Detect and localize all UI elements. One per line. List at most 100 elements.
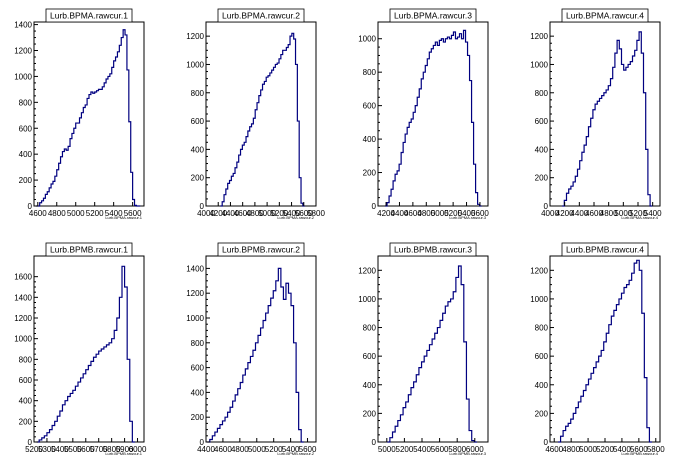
y-tick-label: 1000: [186, 314, 204, 323]
x-tick-label: 5200: [629, 209, 647, 218]
y-tick-label: 600: [535, 352, 549, 361]
x-tick-label: 5000: [248, 445, 266, 454]
y-tick-label: 200: [19, 417, 33, 426]
x-tick-label: 4200: [556, 209, 574, 218]
x-tick-label: 4000: [197, 209, 215, 218]
histogram-series-line: [220, 32, 305, 207]
x-tick-label: 5400: [283, 209, 301, 218]
y-tick-label: 800: [363, 68, 377, 77]
y-tick-label: 1400: [186, 264, 204, 273]
y-tick-label: 1200: [186, 32, 204, 41]
x-tick-label: 5200: [86, 209, 104, 218]
x-tick-label: 5200: [265, 445, 283, 454]
x-tick-label: 5500: [64, 445, 82, 454]
x-tick-label: 5200: [444, 209, 462, 218]
y-tick-label: 600: [19, 124, 33, 133]
histogram-series-line: [387, 265, 477, 443]
histogram-series-line: [35, 29, 141, 207]
x-tick-label: 5000: [378, 445, 396, 454]
x-axis-label: Lurb.BPMA.rawcur.3: [449, 215, 486, 220]
y-tick-label: 200: [191, 174, 205, 183]
histogram-panel-3: 0 200 400 600 800 1000 42004400460048005000520…: [358, 8, 489, 220]
x-tick-label: 5600: [77, 445, 95, 454]
histogram-panel-6: 0 200 400 600 800 1000 1200 1400 4400 4600 4800 500…: [186, 242, 317, 456]
histogram-panel-1: 0 200 400 600 800 1000 1200 1400 4600 4800 5000 520…: [14, 8, 145, 220]
y-tick-label: 200: [19, 176, 33, 185]
x-tick-label: 4600: [214, 445, 232, 454]
y-tick-label: 800: [363, 324, 377, 333]
chart-title: Lurb.BPMA.rawcur.2: [222, 11, 300, 21]
histogram-series-line: [385, 29, 482, 207]
x-tick-label: 5200: [270, 209, 288, 218]
title-box: [45, 8, 133, 23]
plot-frame: [205, 21, 317, 207]
histogram-panel-5: 0 200 400 600 800 1000 1200 1400 1600 52005300540…: [14, 242, 147, 456]
x-tick-label: 5700: [90, 445, 108, 454]
histogram-panel-7: 0 200 400 600 800 1000 1200 5000 5200 5400 5600 580…: [358, 242, 489, 456]
x-tick-label: 5800: [448, 445, 466, 454]
y-tick-label: 600: [191, 364, 205, 373]
y-tick-label: 1400: [14, 293, 32, 302]
histogram-series-line: [562, 31, 653, 207]
x-tick-label: 5400: [51, 445, 69, 454]
x-tick-label: 5200: [396, 445, 414, 454]
title-box: [217, 242, 305, 257]
x-tick-label: 5400: [282, 445, 300, 454]
y-tick-label: 0: [372, 202, 377, 211]
chart-title: Lurb.BPMA.rawcur.1: [50, 11, 128, 21]
plot-frame: [549, 21, 661, 207]
x-tick-label: 6000: [466, 445, 484, 454]
plot-frame: [377, 255, 489, 443]
plot-frame: [205, 255, 317, 443]
y-tick-label: 1000: [186, 60, 204, 69]
x-tick-label: 5600: [471, 209, 489, 218]
x-tick-label: 5800: [647, 445, 665, 454]
y-tick-label: 1000: [14, 72, 32, 81]
x-axis-label: Lurb.BPMB.rawcur.2: [277, 451, 314, 456]
y-tick-label: 1400: [14, 21, 32, 30]
chart-title: Lurb.BPMB.rawcur.4: [566, 245, 644, 255]
x-tick-label: 4200: [209, 209, 227, 218]
x-tick-label: 4600: [404, 209, 422, 218]
histogram-panel-8: 0 200 400 600 800 1000 1200 4600 4800 5000 5200 540…: [530, 242, 665, 456]
y-tick-label: 600: [363, 102, 377, 111]
x-tick-label: 5000: [431, 209, 449, 218]
title-box: [217, 8, 305, 23]
y-tick-label: 1000: [530, 60, 548, 69]
x-tick-label: 5200: [25, 445, 43, 454]
x-tick-label: 5400: [644, 209, 662, 218]
x-tick-label: 4800: [231, 445, 249, 454]
x-tick-label: 5000: [614, 209, 632, 218]
x-tick-label: 4200: [377, 209, 395, 218]
histogram-series-line: [558, 259, 652, 443]
y-tick-label: 1000: [14, 335, 32, 344]
chart-title: Lurb.BPMA.rawcur.4: [566, 11, 644, 21]
title-box: [561, 8, 649, 23]
x-tick-label: 5600: [295, 209, 313, 218]
x-axis-label: Lurb.BPMA.rawcur.2: [277, 215, 314, 220]
x-tick-label: 4800: [562, 445, 580, 454]
y-tick-label: 800: [191, 339, 205, 348]
x-tick-label: 4600: [545, 445, 563, 454]
histogram-series-line: [36, 265, 135, 443]
x-axis-label: Lurb.BPMB.rawcur.3: [449, 451, 486, 456]
x-tick-label: 5900: [116, 445, 134, 454]
x-tick-label: 5300: [38, 445, 56, 454]
y-tick-label: 0: [544, 438, 549, 447]
y-tick-label: 800: [19, 355, 33, 364]
y-tick-label: 1000: [358, 35, 376, 44]
x-axis-label: Lurb.BPMB.rawcur.4: [621, 451, 658, 456]
x-tick-label: 4600: [234, 209, 252, 218]
y-tick-label: 400: [191, 145, 205, 154]
y-tick-label: 0: [28, 202, 33, 211]
x-tick-label: 4800: [417, 209, 435, 218]
x-tick-label: 5600: [630, 445, 648, 454]
x-tick-label: 4600: [29, 209, 47, 218]
x-tick-label: 4000: [541, 209, 559, 218]
x-tick-label: 5600: [431, 445, 449, 454]
y-tick-label: 1200: [14, 47, 32, 56]
histogram-series-line: [207, 267, 304, 443]
x-tick-label: 4400: [222, 209, 240, 218]
y-tick-label: 800: [535, 89, 549, 98]
